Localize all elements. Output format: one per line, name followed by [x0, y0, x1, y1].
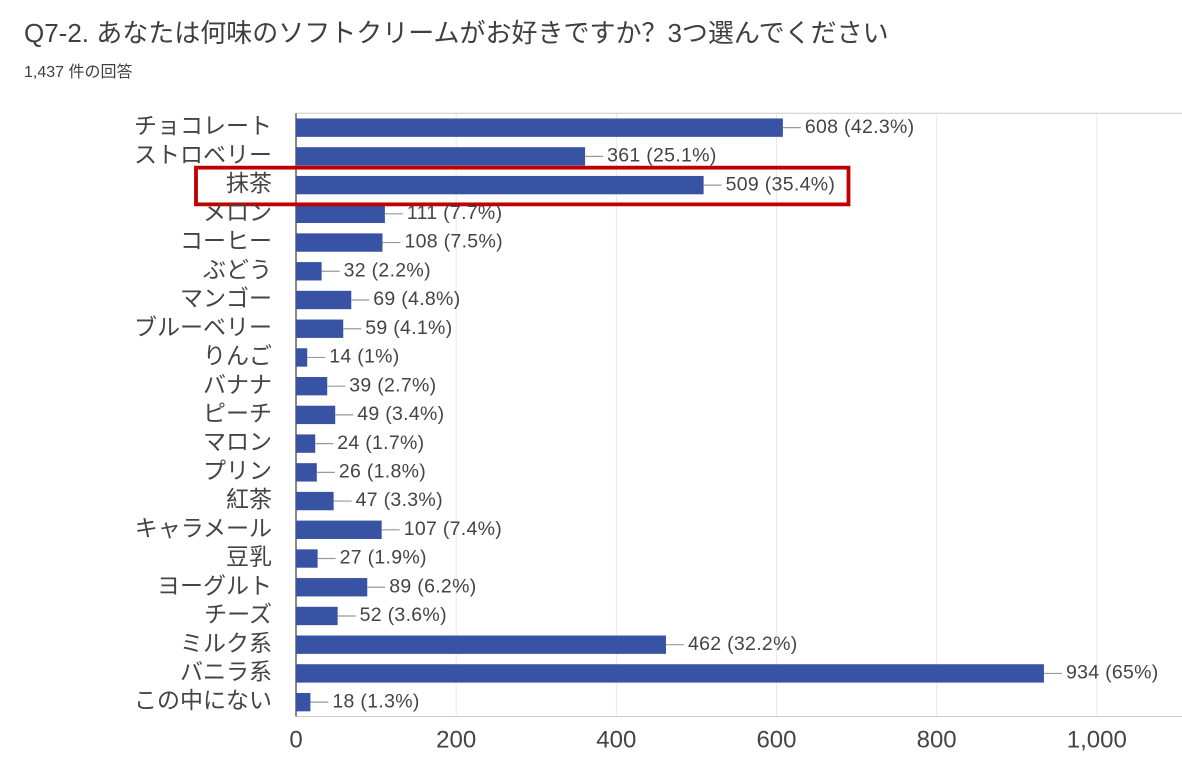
svg-text:紅茶: 紅茶 — [226, 486, 272, 512]
svg-text:キャラメール: キャラメール — [135, 515, 272, 541]
svg-text:400: 400 — [596, 727, 636, 754]
svg-text:ミルク系: ミルク系 — [180, 630, 272, 656]
svg-text:ストロベリー: ストロベリー — [134, 141, 272, 167]
svg-text:27 (1.9%): 27 (1.9%) — [340, 547, 427, 569]
svg-text:プリン: プリン — [203, 457, 272, 483]
svg-text:509 (35.4%): 509 (35.4%) — [726, 173, 836, 195]
svg-text:608 (42.3%): 608 (42.3%) — [805, 116, 915, 138]
svg-text:りんご: りんご — [203, 343, 272, 369]
svg-text:メロン: メロン — [203, 199, 272, 225]
svg-text:108 (7.5%): 108 (7.5%) — [404, 231, 502, 253]
svg-text:107 (7.4%): 107 (7.4%) — [404, 518, 502, 540]
svg-text:934 (65%): 934 (65%) — [1066, 662, 1159, 684]
svg-text:コーヒー: コーヒー — [180, 228, 272, 254]
svg-text:1,000: 1,000 — [1067, 727, 1127, 754]
svg-text:チーズ: チーズ — [204, 601, 272, 627]
svg-text:マンゴー: マンゴー — [180, 285, 272, 311]
svg-text:39 (2.7%): 39 (2.7%) — [349, 374, 436, 396]
svg-text:この中にない: この中にない — [134, 687, 272, 713]
svg-text:361 (25.1%): 361 (25.1%) — [607, 145, 717, 167]
svg-text:26 (1.8%): 26 (1.8%) — [339, 461, 426, 483]
svg-text:49 (3.4%): 49 (3.4%) — [357, 403, 444, 425]
svg-text:24 (1.7%): 24 (1.7%) — [337, 432, 424, 454]
svg-text:0: 0 — [289, 727, 302, 754]
svg-text:32 (2.2%): 32 (2.2%) — [344, 259, 431, 281]
svg-text:89 (6.2%): 89 (6.2%) — [389, 575, 476, 597]
svg-text:18 (1.3%): 18 (1.3%) — [332, 690, 419, 712]
svg-text:59 (4.1%): 59 (4.1%) — [365, 317, 452, 339]
svg-text:バニラ系: バニラ系 — [180, 658, 272, 684]
svg-text:111 (7.7%): 111 (7.7%) — [407, 202, 503, 224]
svg-text:ぶどう: ぶどう — [203, 256, 272, 282]
svg-text:抹茶: 抹茶 — [226, 170, 272, 196]
svg-text:800: 800 — [917, 727, 957, 754]
svg-text:600: 600 — [756, 727, 796, 754]
svg-text:47 (3.3%): 47 (3.3%) — [356, 489, 443, 511]
svg-text:ブルーベリー: ブルーベリー — [134, 314, 272, 340]
svg-text:ピーチ: ピーチ — [203, 400, 272, 426]
svg-text:52 (3.6%): 52 (3.6%) — [360, 604, 447, 626]
svg-text:14 (1%): 14 (1%) — [329, 346, 399, 368]
svg-text:69 (4.8%): 69 (4.8%) — [373, 288, 460, 310]
svg-text:462 (32.2%): 462 (32.2%) — [688, 633, 798, 655]
svg-text:200: 200 — [436, 727, 476, 754]
svg-text:マロン: マロン — [203, 429, 272, 455]
svg-text:豆乳: 豆乳 — [226, 544, 272, 570]
svg-text:バナナ: バナナ — [203, 371, 272, 397]
svg-text:ヨーグルト: ヨーグルト — [157, 572, 272, 598]
svg-text:チョコレート: チョコレート — [134, 113, 272, 139]
